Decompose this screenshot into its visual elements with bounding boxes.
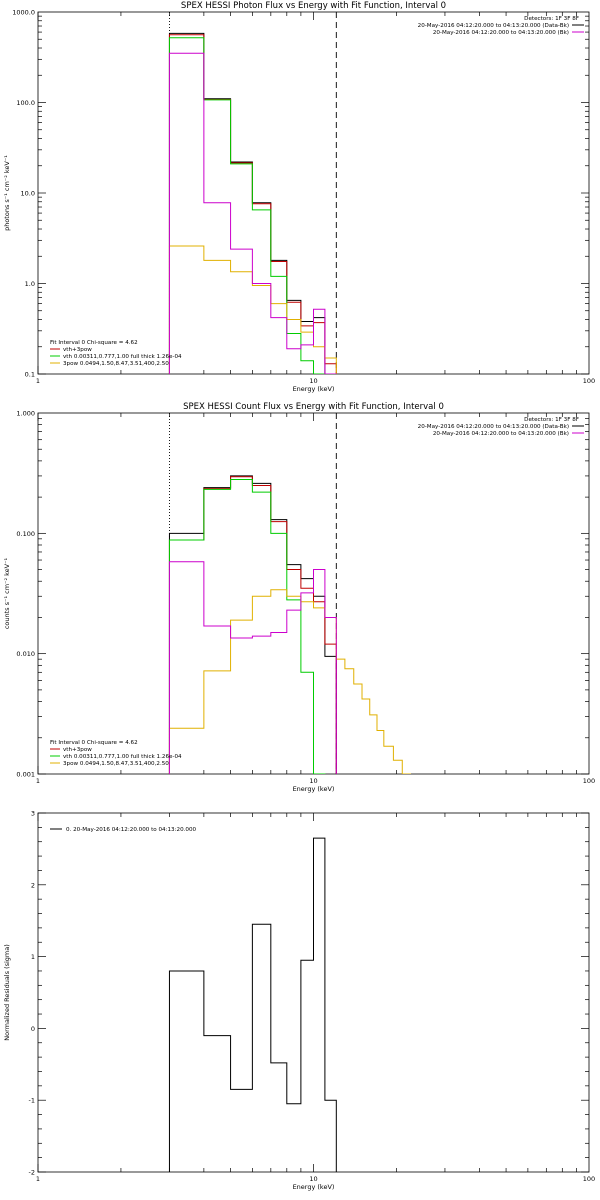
x-tick-label: 1 — [36, 1175, 40, 1183]
x-tick-label: 10 — [309, 777, 317, 785]
legend-entry: vth+3pow — [63, 347, 92, 353]
series-group — [168, 475, 412, 774]
x-tick-label: 10 — [309, 377, 317, 385]
legend-top-right-entry: 20-May-2016 04:12:20.000 to 04:13:20.000… — [433, 431, 569, 437]
y-axis: -2 -1 0 1 2 3 Normalized Residuals (sigma) — [3, 810, 589, 1177]
x-axis: 1 10 100 Energy (keV) — [36, 12, 595, 393]
series-line-5 — [168, 52, 337, 374]
x-tick-label: 10 — [309, 1175, 317, 1183]
series-line-5 — [168, 561, 337, 774]
legend-title: Fit Interval 0 Chi-square = 4.62 — [50, 340, 138, 346]
legend-title: Fit Interval 0 Chi-square = 4.62 — [50, 740, 138, 746]
legend-entry: vth 0.00311,0.777,1.00 full thick 1.26e-… — [63, 354, 182, 360]
y-tick-label: 1000.0 — [12, 9, 35, 17]
x-tick-label: 1 — [36, 777, 40, 785]
y-tick-label: 10.0 — [21, 190, 35, 198]
y-tick-label: 3 — [31, 810, 35, 818]
legend-entry: 3pow 0.0494,1.50,8.47,3.51,400,2.50 — [63, 761, 169, 767]
x-axis-label: Energy (keV) — [293, 785, 335, 793]
x-axis-label: Energy (keV) — [293, 385, 335, 393]
x-tick-label: 1 — [36, 377, 40, 385]
y-tick-label: 0.010 — [16, 650, 35, 658]
legend-bottom-left: Fit Interval 0 Chi-square = 4.62vth+3pow… — [50, 340, 182, 367]
detectors-label: Detectors: 1F 3F 8F — [524, 16, 579, 22]
series-line-3 — [168, 479, 326, 774]
y-tick-label: 100.0 — [16, 99, 35, 107]
series-line-1 — [168, 475, 337, 774]
y-axis-label: Normalized Residuals (sigma) — [3, 944, 11, 1041]
x-tick-label: 100 — [583, 377, 595, 385]
y-tick-label: -1 — [29, 1097, 35, 1105]
x-axis: 1 10 100 Energy (keV) — [36, 813, 595, 1191]
y-axis: 0.001 0.010 0.100 1.000 counts s⁻¹ cm⁻² keV⁻… — [3, 410, 589, 779]
y-tick-label: 2 — [31, 881, 35, 889]
legend-entry: vth+3pow — [63, 747, 92, 753]
y-tick-label: 1.0 — [25, 280, 35, 288]
y-tick-label: 1 — [31, 953, 35, 961]
series-line-3 — [168, 37, 337, 374]
legend-top-right-entry: 20-May-2016 04:12:20.000 to 04:13:20.000… — [418, 23, 569, 29]
x-axis-label: Energy (keV) — [293, 1183, 335, 1191]
legend-top-left: 0. 20-May-2016 04:12:20.000 to 04:13:20.… — [50, 827, 197, 833]
legend-entry: 0. 20-May-2016 04:12:20.000 to 04:13:20.… — [66, 827, 197, 833]
chart-title: SPEX HESSI Count Flux vs Energy with Fit… — [183, 402, 444, 412]
y-axis-label: counts s⁻¹ cm⁻² keV⁻¹ — [3, 557, 11, 629]
y-tick-label: -2 — [29, 1169, 35, 1177]
series-line-4 — [168, 245, 337, 374]
series-line-2 — [168, 476, 337, 774]
y-axis-label: photons s⁻¹ cm⁻² keV⁻¹ — [3, 155, 11, 231]
x-axis: 1 10 100 Energy (keV) — [36, 413, 595, 793]
legend-top-right-entry: 20-May-2016 04:12:20.000 to 04:13:20.000… — [418, 424, 569, 430]
y-tick-label: 0.100 — [16, 530, 35, 538]
series-group — [168, 837, 337, 1172]
y-tick-label: 1.000 — [16, 410, 35, 418]
chart-title: SPEX HESSI Photon Flux vs Energy with Fi… — [181, 1, 446, 11]
series-group — [168, 32, 337, 374]
legend-entry: vth 0.00311,0.777,1.00 full thick 1.26e-… — [63, 754, 182, 760]
y-tick-label: 0 — [31, 1025, 35, 1033]
chart-2: SPEX HESSI Count Flux vs Energy with Fit… — [3, 402, 595, 793]
y-tick-label: 0.1 — [25, 371, 35, 379]
chart-3: 1 10 100 Energy (keV) -2 -1 0 1 2 3 Normalized Res… — [3, 810, 595, 1192]
detectors-label: Detectors: 1F 3F 8F — [524, 417, 579, 423]
series-line-1 — [168, 837, 337, 1172]
x-tick-label: 100 — [583, 1175, 595, 1183]
chart-1: SPEX HESSI Photon Flux vs Energy with Fi… — [3, 1, 595, 393]
series-line-1 — [168, 32, 337, 374]
x-tick-label: 100 — [583, 777, 595, 785]
legend-entry: 3pow 0.0494,1.50,8.47,3.51,400,2.50 — [63, 361, 169, 367]
y-axis: 0.1 1.0 10.0 100.0 1000.0 photons s⁻¹ cm⁻² ke… — [3, 9, 589, 379]
y-tick-label: 0.001 — [16, 771, 35, 779]
legend-bottom-left: Fit Interval 0 Chi-square = 4.62vth+3pow… — [50, 740, 182, 767]
series-line-4 — [168, 589, 412, 774]
legend-top-right-entry: 20-May-2016 04:12:20.000 to 04:13:20.000… — [433, 30, 569, 36]
